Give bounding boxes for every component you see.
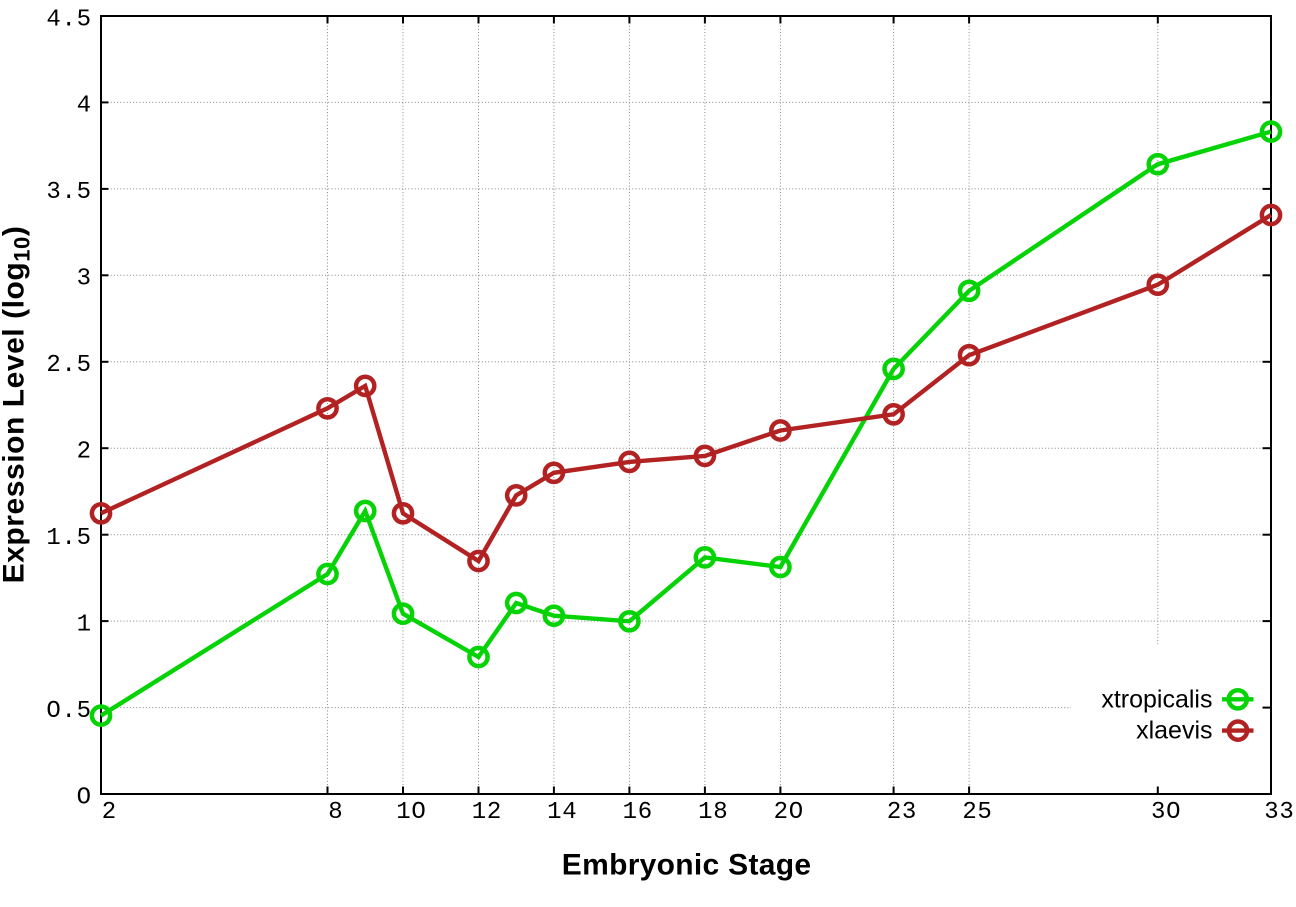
svg-text:xtropicalis: xtropicalis (1101, 685, 1212, 713)
svg-text:25: 25 (962, 799, 992, 826)
svg-text:2.5: 2.5 (46, 352, 91, 379)
svg-text:Embryonic Stage: Embryonic Stage (562, 849, 812, 882)
svg-text:23: 23 (887, 799, 917, 826)
svg-text:Expression Level (log10): Expression Level (log10) (0, 226, 35, 584)
svg-text:12: 12 (472, 799, 502, 826)
svg-text:1: 1 (77, 611, 92, 638)
svg-text:4: 4 (77, 93, 92, 120)
svg-text:2: 2 (77, 439, 92, 466)
svg-text:1.5: 1.5 (46, 525, 91, 552)
svg-text:18: 18 (698, 799, 728, 826)
svg-text:2: 2 (102, 799, 117, 826)
svg-text:xlaevis: xlaevis (1136, 717, 1212, 745)
svg-text:1O: 1O (396, 799, 426, 826)
svg-text:O.5: O.5 (46, 698, 91, 725)
svg-text:3.5: 3.5 (46, 179, 91, 206)
svg-text:3: 3 (77, 266, 92, 293)
svg-text:14: 14 (547, 799, 577, 826)
svg-text:4.5: 4.5 (46, 6, 91, 33)
svg-text:16: 16 (623, 799, 653, 826)
svg-text:3O: 3O (1151, 799, 1181, 826)
svg-text:2O: 2O (774, 799, 804, 826)
svg-text:8: 8 (328, 799, 343, 826)
svg-text:O: O (77, 784, 92, 811)
svg-text:33: 33 (1264, 799, 1294, 826)
